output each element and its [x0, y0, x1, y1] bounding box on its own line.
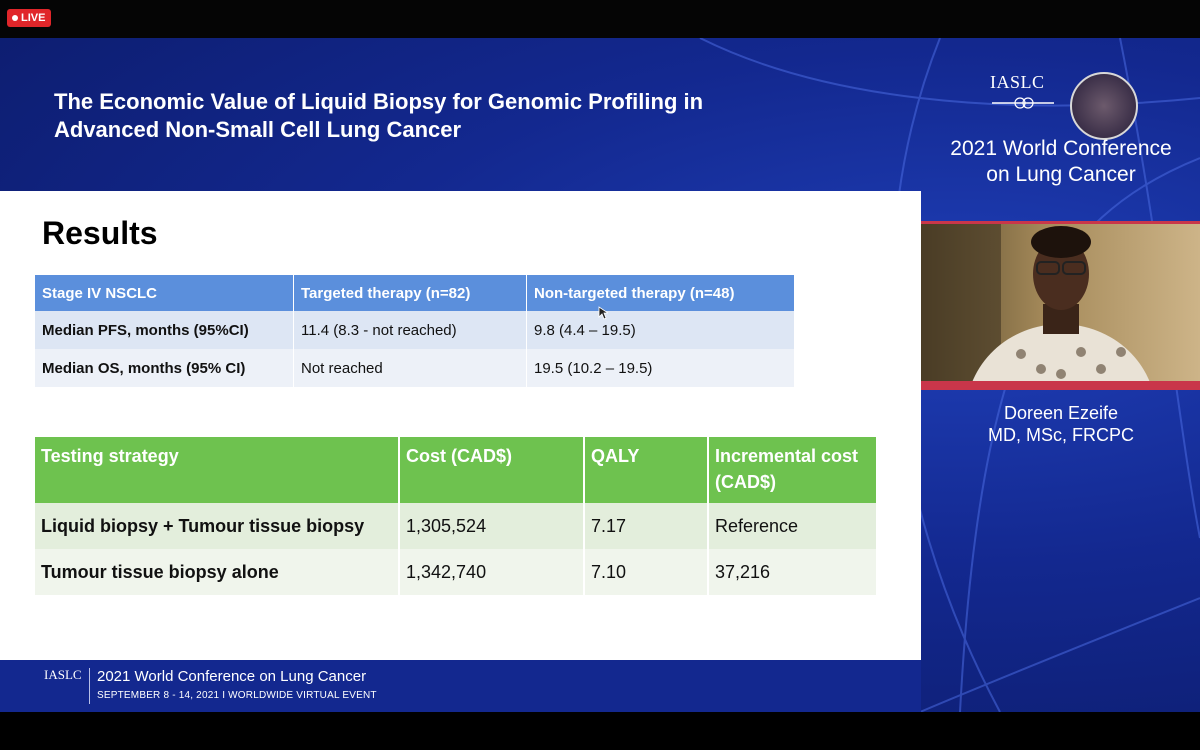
slide-content: Results Stage IV NSCLC Targeted therapy …: [0, 191, 921, 660]
iaslc-logo: IASLC: [990, 72, 1056, 118]
table-cell: Reference: [708, 503, 878, 549]
table-cell: Median OS, months (95% CI): [35, 349, 294, 387]
table-cell: 1,342,740: [399, 549, 585, 595]
table-row: Median OS, months (95% CI) Not reached 1…: [35, 349, 795, 387]
live-badge: LIVE: [7, 9, 52, 27]
cost-header-qaly: QALY: [584, 437, 709, 503]
survival-header-targeted: Targeted therapy (n=82): [293, 275, 527, 311]
stream-top-bar: LIVE: [0, 0, 1200, 38]
cost-header-cost: Cost (CAD$): [399, 437, 585, 503]
table-cell: Median PFS, months (95%CI): [35, 311, 294, 349]
slide-title: The Economic Value of Liquid Biopsy for …: [54, 88, 854, 144]
slide-title-line-2: Advanced Non-Small Cell Lung Cancer: [54, 117, 462, 142]
table-row: Tumour tissue biopsy alone 1,342,740 7.1…: [35, 549, 878, 595]
table-cell: 7.10: [584, 549, 709, 595]
table-row: Median PFS, months (95%CI) 11.4 (8.3 - n…: [35, 311, 795, 349]
table-cell: 11.4 (8.3 - not reached): [293, 311, 527, 349]
cost-header-incremental: Incremental cost (CAD$): [708, 437, 878, 503]
live-label: LIVE: [21, 12, 46, 24]
speaker-credentials: MD, MSc, FRCPC: [988, 425, 1134, 445]
survival-table: Stage IV NSCLC Targeted therapy (n=82) N…: [35, 275, 795, 387]
cost-table: Testing strategy Cost (CAD$) QALY Increm…: [35, 437, 878, 595]
conference-title: 2021 World Conference on Lung Cancer: [930, 136, 1192, 188]
slide-title-line-1: The Economic Value of Liquid Biopsy for …: [54, 89, 704, 114]
stream-bottom-bar: [0, 712, 1200, 750]
survival-table-header: Stage IV NSCLC Targeted therapy (n=82) N…: [35, 275, 795, 311]
speaker-caption: Doreen Ezeife MD, MSc, FRCPC: [930, 402, 1192, 446]
table-row: Liquid biopsy + Tumour tissue biopsy 1,3…: [35, 503, 878, 549]
mouse-cursor-icon: [598, 306, 608, 320]
conference-logo: IASLC: [990, 72, 1150, 140]
live-dot-icon: [12, 15, 18, 21]
city-seal-icon: [1070, 72, 1138, 140]
speaker-name: Doreen Ezeife: [1003, 403, 1119, 423]
caduceus-icon: [992, 97, 1054, 109]
conference-title-line-1: 2021 World Conference: [950, 137, 1172, 160]
footer-iaslc-logo: IASLC: [44, 667, 82, 682]
slide-footer: IASLC 2021 World Conference on Lung Canc…: [0, 660, 921, 712]
table-cell: Not reached: [293, 349, 527, 387]
survival-header-nontargeted: Non-targeted therapy (n=48): [526, 275, 795, 311]
survival-header-stage: Stage IV NSCLC: [35, 275, 294, 311]
speaker-video-frame: [921, 221, 1200, 390]
table-cell: 19.5 (10.2 – 19.5): [526, 349, 795, 387]
speaker-video: [921, 224, 1200, 381]
cost-header-strategy: Testing strategy: [35, 437, 400, 503]
cost-table-header: Testing strategy Cost (CAD$) QALY Increm…: [35, 437, 878, 503]
speaker-silhouette-icon: [921, 224, 1150, 381]
table-cell: 9.8 (4.4 – 19.5): [526, 311, 795, 349]
conference-title-line-2: on Lung Cancer: [986, 163, 1136, 186]
table-cell: 1,305,524: [399, 503, 585, 549]
presentation-stage: The Economic Value of Liquid Biopsy for …: [0, 38, 1200, 712]
iaslc-logo-text: IASLC: [990, 72, 1045, 92]
table-cell: Liquid biopsy + Tumour tissue biopsy: [35, 503, 400, 549]
footer-divider: [89, 668, 90, 704]
table-cell: Tumour tissue biopsy alone: [35, 549, 400, 595]
table-cell: 7.17: [584, 503, 709, 549]
footer-subtitle: SEPTEMBER 8 - 14, 2021 I WORLDWIDE VIRTU…: [97, 690, 377, 701]
results-heading: Results: [42, 215, 158, 251]
footer-title: 2021 World Conference on Lung Cancer: [97, 668, 367, 685]
table-cell: 37,216: [708, 549, 878, 595]
